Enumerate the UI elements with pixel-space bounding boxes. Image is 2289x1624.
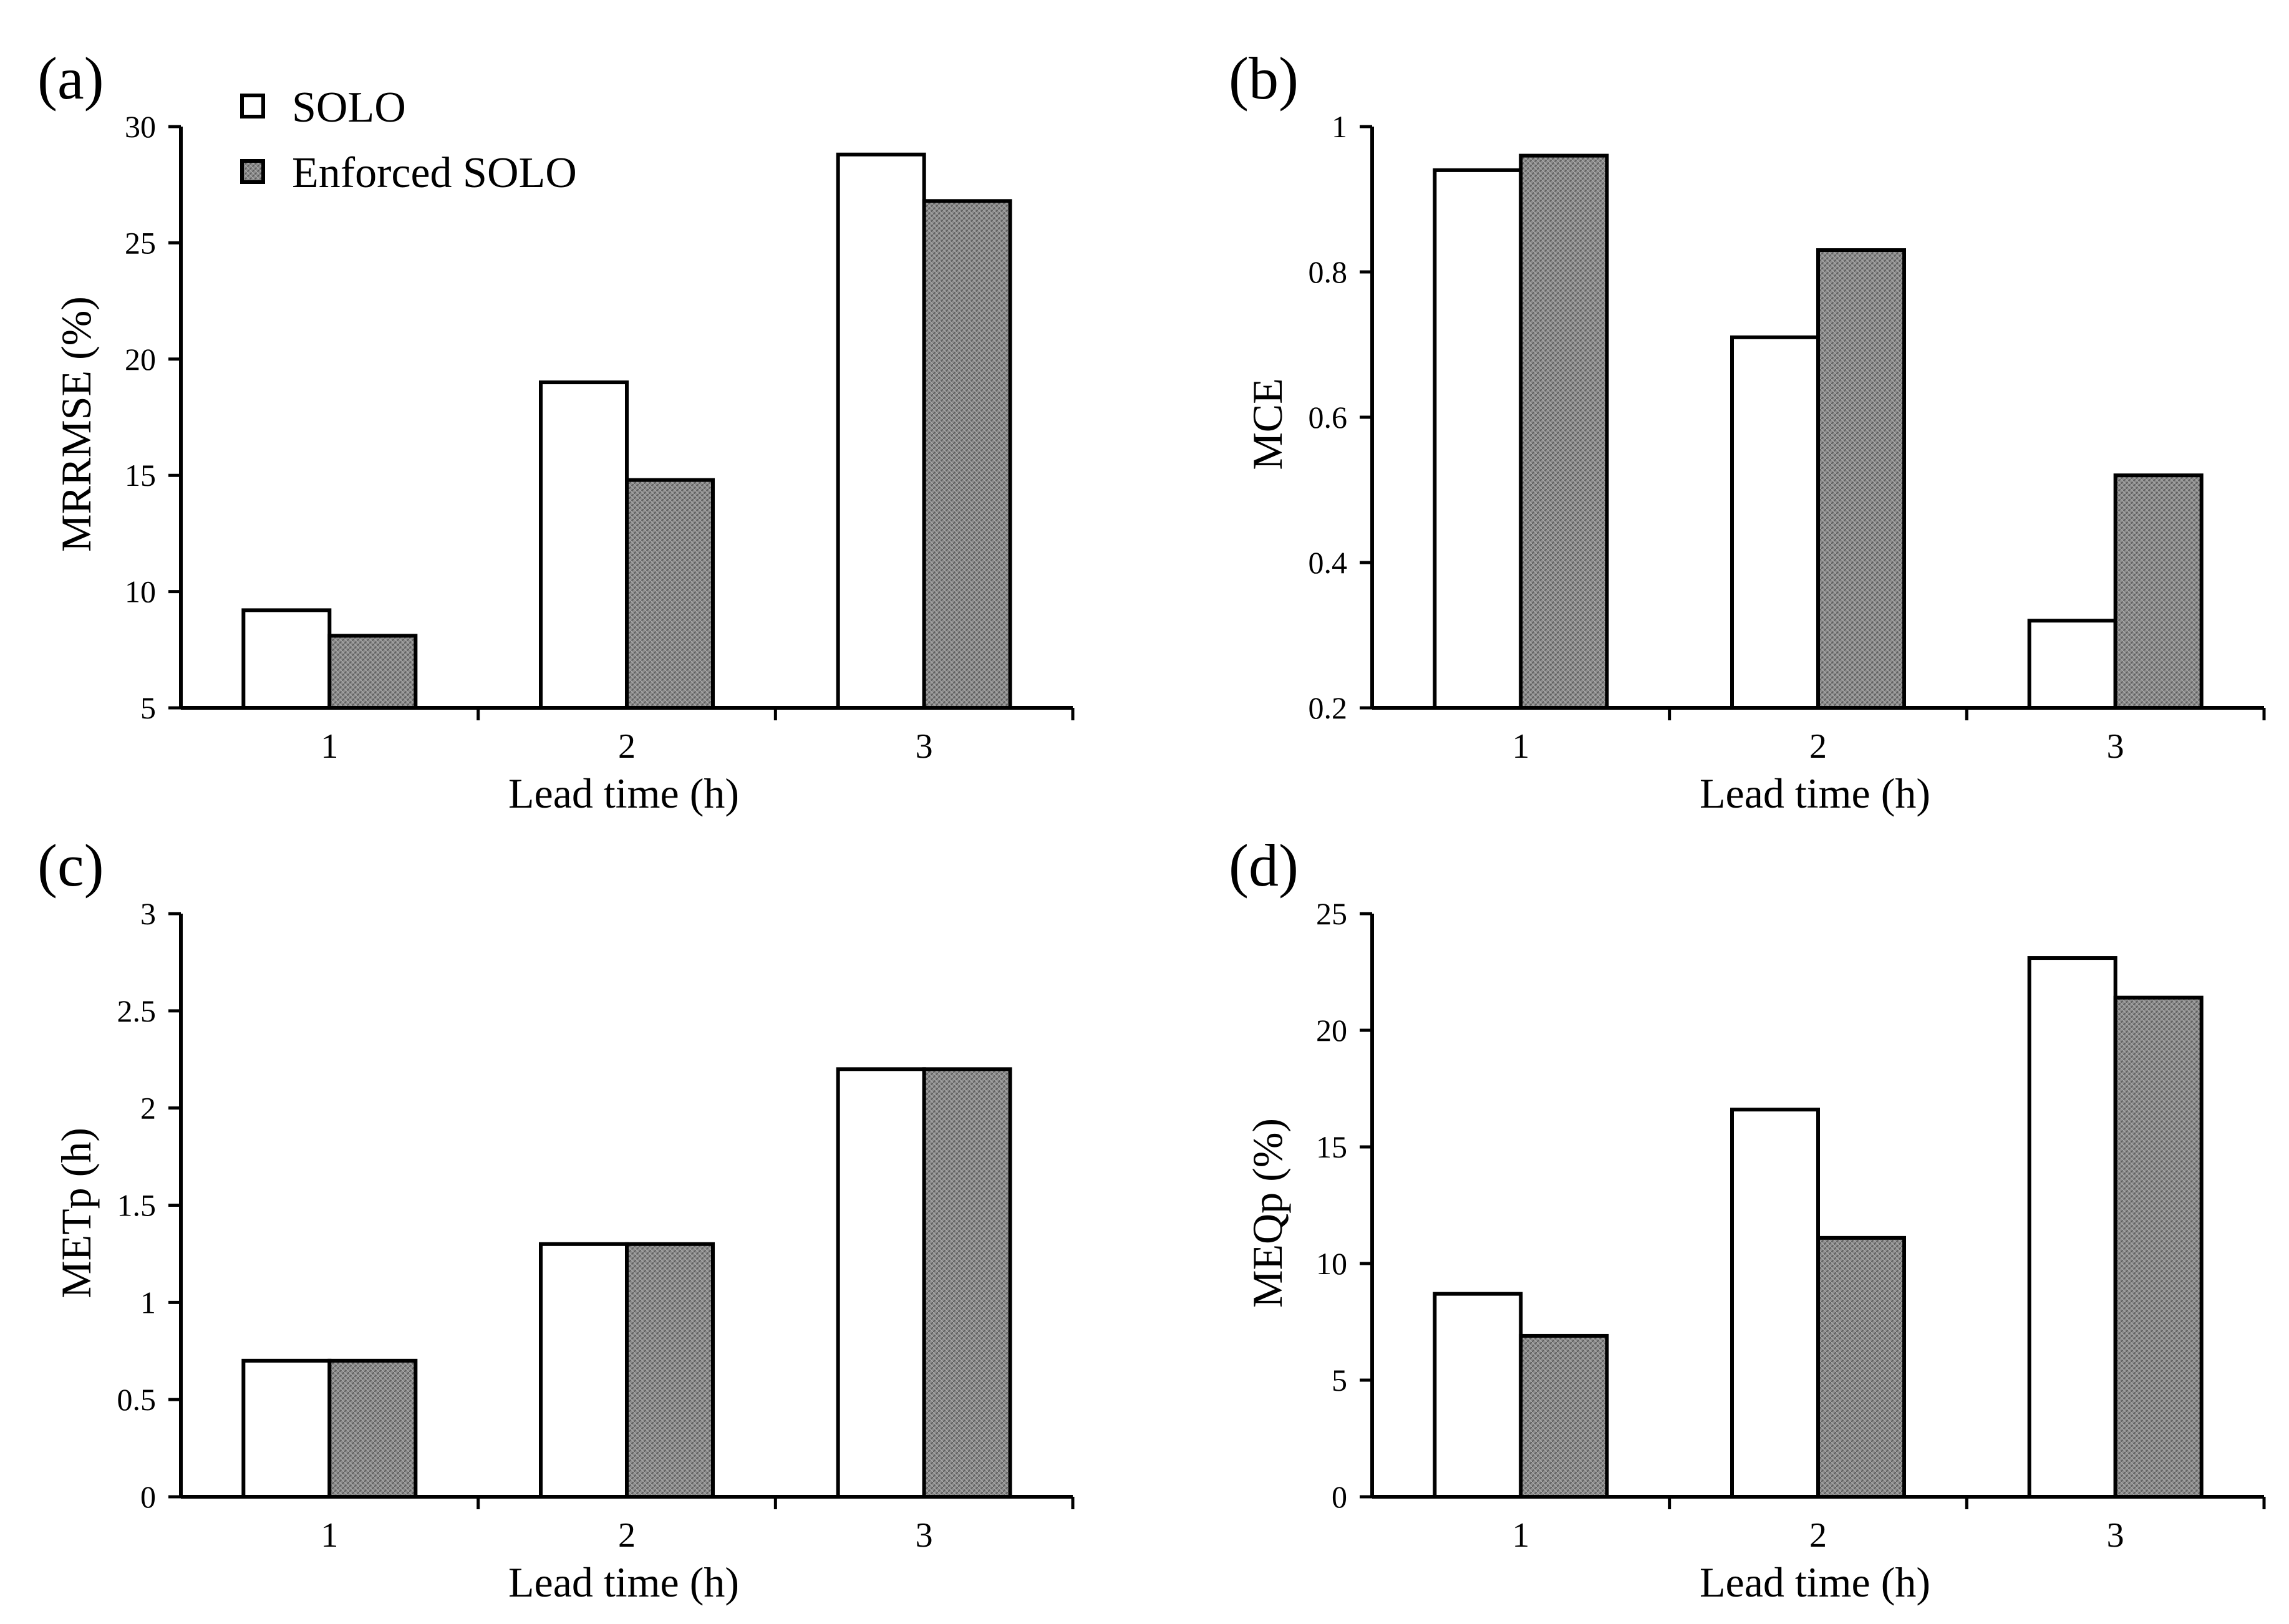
- panel-a-xtick-label: 1: [321, 727, 338, 766]
- panel-d-ytick-label: 10: [1316, 1246, 1347, 1281]
- panel-a-label: (a): [37, 45, 104, 112]
- panel-b: (b) MCE Lead time (h) 1 2 3 0.2 0.4 0.6 0.8 1: [1229, 45, 2266, 817]
- panel-c-ytick-label: 1.5: [117, 1188, 157, 1223]
- panel-b-ytick-label: 1: [1332, 109, 1347, 144]
- panel-a-xtick-label: 3: [916, 727, 933, 766]
- panel-d: (d) MEQp (%) Lead time (h) 1 2 3 0 5 10 15 20 25: [1229, 832, 2266, 1606]
- panel-a-bar-solo-3: [836, 152, 926, 710]
- panel-b-ytick-label: 0.4: [1309, 545, 1348, 580]
- panel-d-bar-solo-2: [1730, 1108, 1820, 1499]
- panel-c-ylabel: METp (h): [52, 1128, 100, 1298]
- panel-a-bar-enforced-2: [625, 478, 715, 710]
- panel-d-xtick-label: 2: [1809, 1516, 1827, 1555]
- panel-b-bar-enforced-1: [1519, 153, 1609, 710]
- panel-b-ylabel: MCE: [1244, 378, 1291, 470]
- panel-c-bar-enforced-3: [922, 1067, 1012, 1499]
- panel-c-ytick-label: 2: [140, 1091, 156, 1126]
- panel-d-ytick-label: 25: [1316, 896, 1347, 931]
- panel-d-ytick-label: 20: [1316, 1013, 1347, 1048]
- panel-d-bar-solo-1: [1433, 1292, 1523, 1499]
- panel-a-ytick-label: 15: [125, 458, 156, 493]
- panel-d-bar-enforced-1: [1519, 1333, 1609, 1499]
- panel-d-bar-enforced-2: [1816, 1235, 1906, 1499]
- legend-solo-swatch: [240, 94, 265, 118]
- panel-a-ytick-label: 25: [125, 225, 156, 260]
- panel-c-plot: 1 2 3 0 0.5 1 1.5 2 2.5 3: [117, 896, 1075, 1555]
- panel-d-ytick-label: 15: [1316, 1129, 1347, 1164]
- panel-c-bar-solo-1: [241, 1358, 332, 1499]
- panel-d-ytick-label: 5: [1332, 1363, 1347, 1398]
- panel-c-xtick-label: 2: [618, 1516, 636, 1555]
- panel-d-plot: 1 2 3 0 5 10 15 20 25: [1316, 896, 2266, 1555]
- panel-a-ytick-label: 20: [125, 342, 156, 377]
- panel-a-plot: 1 2 3 5 10 15 20 25 30: [125, 109, 1075, 766]
- panel-b-ytick-label: 0.6: [1309, 400, 1348, 435]
- panel-c-ytick-label: 3: [140, 896, 156, 931]
- panel-c-xlabel: Lead time (h): [508, 1559, 739, 1606]
- legend-enforced-label: Enforced SOLO: [292, 149, 577, 197]
- panel-b-bar-solo-3: [2027, 619, 2117, 710]
- panel-c-ytick-label: 0.5: [117, 1382, 157, 1417]
- panel-a-xlabel: Lead time (h): [508, 770, 739, 817]
- panel-c-ytick-label: 1: [140, 1285, 156, 1320]
- legend-solo-label: SOLO: [292, 84, 406, 132]
- panel-b-plot: 1 2 3 0.2 0.4 0.6 0.8 1: [1309, 109, 2266, 766]
- panel-b-ytick-label: 0.2: [1309, 690, 1348, 725]
- panel-c-xtick-label: 3: [916, 1516, 933, 1555]
- panel-c-bar-enforced-1: [327, 1358, 418, 1499]
- panel-d-xtick-label: 1: [1512, 1516, 1529, 1555]
- panel-b-label: (b): [1229, 45, 1299, 112]
- panel-b-xlabel: Lead time (h): [1700, 770, 1930, 817]
- panel-a: (a) MRRMSE (%) Lead time (h) 1 2 3 5 10 15 20 2…: [37, 45, 1075, 817]
- panel-d-xtick-label: 3: [2107, 1516, 2124, 1555]
- panel-a-ytick-label: 30: [125, 109, 156, 144]
- panel-b-bar-solo-1: [1433, 168, 1523, 710]
- panel-b-xtick-label: 3: [2107, 727, 2124, 766]
- panel-d-xlabel: Lead time (h): [1700, 1559, 1930, 1606]
- panel-b-xtick-label: 2: [1809, 727, 1827, 766]
- panel-c-bar-solo-3: [836, 1067, 926, 1499]
- panel-a-bar-solo-1: [241, 608, 332, 710]
- panel-c-ytick-label: 0: [140, 1479, 156, 1514]
- panel-b-xtick-label: 1: [1512, 727, 1529, 766]
- legend-enforced-swatch: [240, 159, 265, 184]
- panel-b-bar-solo-2: [1730, 335, 1820, 710]
- panel-a-ytick-label: 10: [125, 574, 156, 609]
- panel-c-ytick-label: 2.5: [117, 993, 157, 1028]
- panel-b-bar-enforced-3: [2113, 473, 2204, 710]
- panel-b-bar-enforced-2: [1816, 248, 1906, 710]
- panel-a-bar-enforced-1: [327, 634, 418, 710]
- panel-a-bar-solo-2: [539, 380, 629, 710]
- panel-a-ylabel: MRRMSE (%): [52, 296, 100, 552]
- panel-a-bar-enforced-3: [922, 199, 1012, 710]
- panel-d-ylabel: MEQp (%): [1244, 1118, 1291, 1308]
- legend: SOLO Enforced SOLO: [240, 84, 577, 197]
- panel-c: (c) METp (h) Lead time (h) 1 2 3 0 0.5 1 1.5 2 2…: [37, 832, 1075, 1606]
- panel-b-ytick-label: 0.8: [1309, 254, 1348, 289]
- panel-c-bar-enforced-2: [625, 1242, 715, 1499]
- panel-d-label: (d): [1229, 832, 1299, 899]
- panel-a-ytick-label: 5: [140, 690, 156, 725]
- panel-c-label: (c): [37, 832, 104, 899]
- panel-d-ytick-label: 0: [1332, 1479, 1347, 1514]
- panel-c-bar-solo-2: [539, 1242, 629, 1499]
- panel-d-bar-enforced-3: [2113, 995, 2204, 1499]
- panel-a-xtick-label: 2: [618, 727, 636, 766]
- panel-d-bar-solo-3: [2027, 956, 2117, 1499]
- panel-c-xtick-label: 1: [321, 1516, 338, 1555]
